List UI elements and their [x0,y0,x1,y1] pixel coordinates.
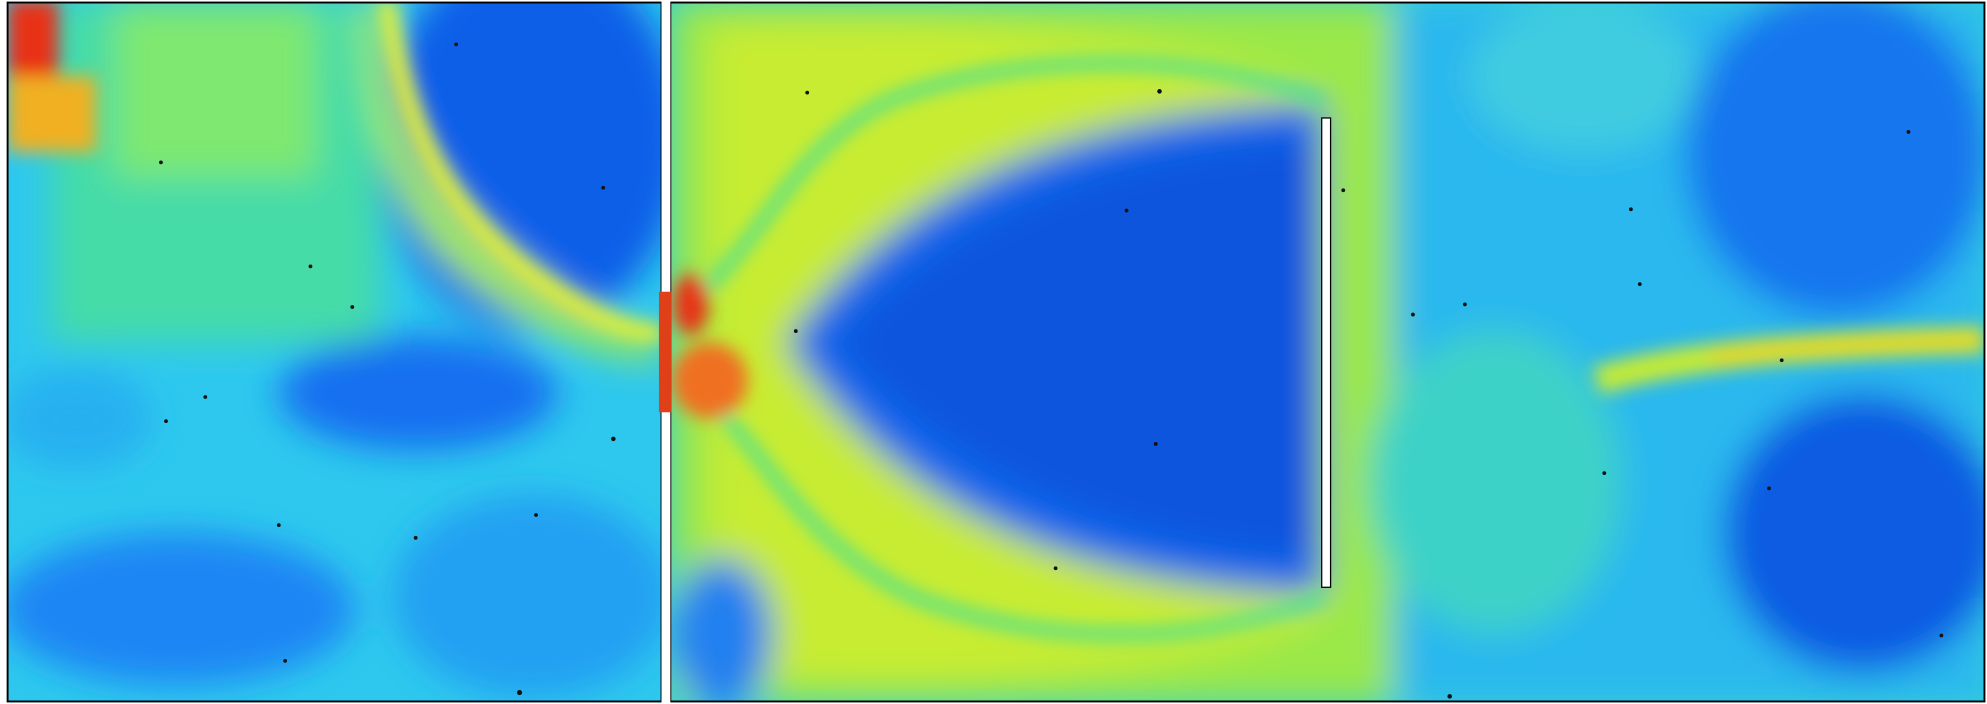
left-chamber [7,2,662,702]
baffle-wall [1321,117,1332,588]
particles [159,42,1944,699]
wall-opening [658,291,672,413]
